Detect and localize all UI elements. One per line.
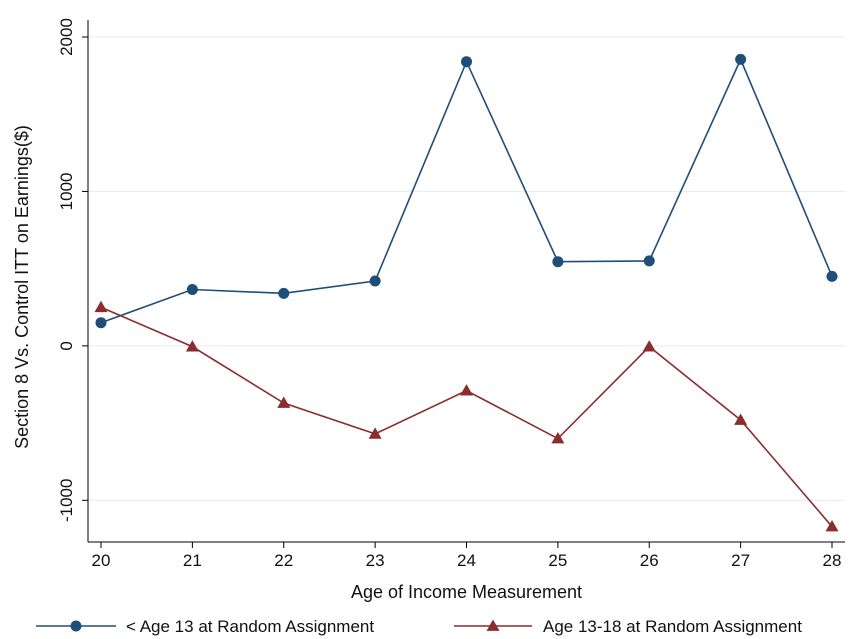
series-1-point [368, 427, 382, 439]
series-1-point [734, 413, 748, 425]
x-axis-title: Age of Income Measurement [351, 582, 582, 602]
y-axis-ticks: -1000 0 1000 2000 [57, 18, 88, 522]
y-tick-label: 1000 [57, 173, 76, 211]
series-1-point [825, 520, 839, 532]
series-0-point [278, 287, 290, 299]
series-line-1 [100, 306, 833, 528]
series-0-point [643, 255, 655, 267]
series-1 [94, 300, 839, 532]
series-0-point [552, 256, 564, 268]
series-1-point [185, 340, 199, 352]
x-tick-label: 28 [823, 551, 842, 570]
series-1-point [460, 384, 473, 396]
x-tick-label: 26 [640, 551, 659, 570]
series-0-point [186, 283, 198, 295]
x-tick-label: 21 [183, 551, 202, 570]
series-layer [94, 53, 839, 532]
x-tick-label: 22 [274, 551, 293, 570]
series-1-point [94, 300, 108, 313]
legend-marker [70, 620, 82, 632]
legend: < Age 13 at Random Assignment Age 13-18 a… [36, 617, 802, 636]
x-tick-label: 24 [457, 551, 476, 570]
x-tick-label: 23 [366, 551, 385, 570]
series-0-point [369, 275, 381, 287]
legend-label: Age 13-18 at Random Assignment [543, 617, 802, 636]
legend-item-1: Age 13-18 at Random Assignment [454, 617, 802, 636]
grid-lines [88, 36, 845, 501]
x-tick-label: 25 [548, 551, 567, 570]
series-0 [95, 53, 838, 329]
series-0-point [461, 56, 472, 68]
x-axis-ticks: 20 21 22 23 24 25 26 27 28 [92, 542, 842, 570]
y-tick-label: 0 [57, 341, 76, 350]
x-tick-label: 27 [731, 551, 750, 570]
legend-label: < Age 13 at Random Assignment [126, 617, 374, 636]
series-1-point [277, 396, 291, 408]
y-axis-title: Section 8 Vs. Control ITT on Earnings($) [12, 125, 32, 449]
y-tick-label: -1000 [57, 479, 76, 522]
series-1-point [551, 432, 565, 444]
series-0-point [95, 317, 107, 329]
y-tick-label: 2000 [57, 18, 76, 56]
series-0-point [826, 270, 838, 282]
legend-marker [486, 619, 500, 631]
legend-item-0: < Age 13 at Random Assignment [36, 617, 374, 636]
series-0-point [735, 53, 747, 65]
x-tick-label: 20 [92, 551, 111, 570]
series-1-point [642, 340, 656, 352]
